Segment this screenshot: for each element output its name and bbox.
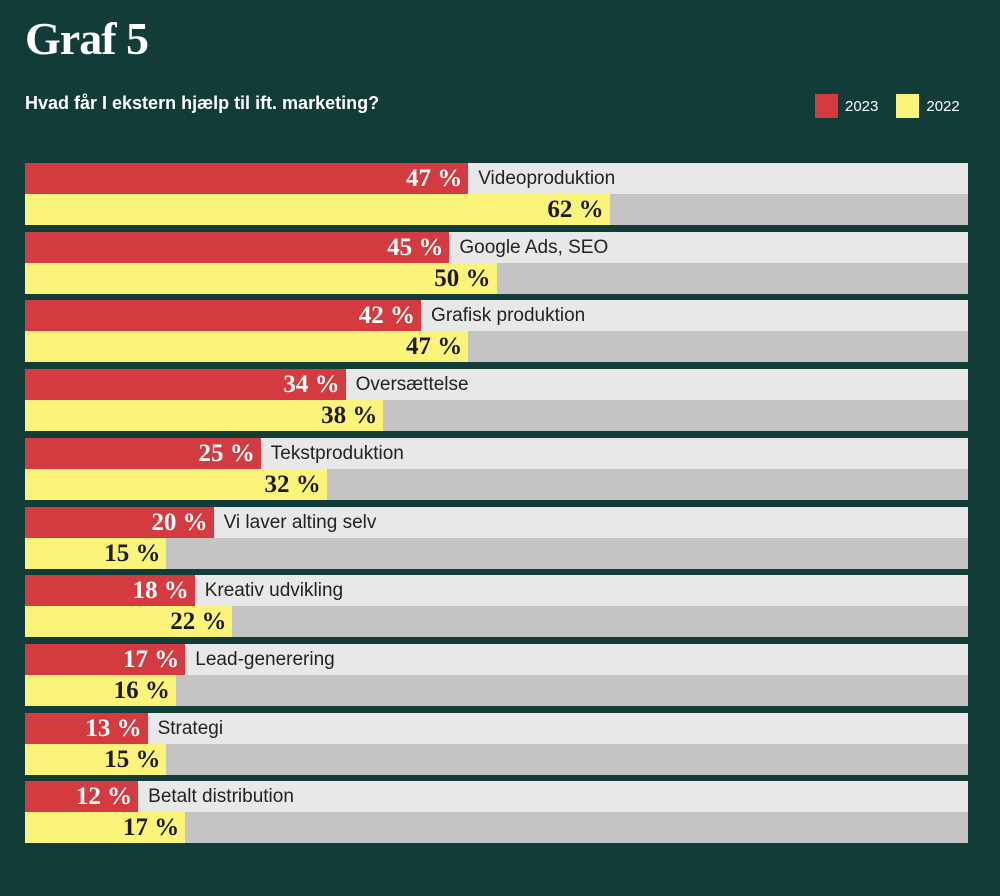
value-label-2022: 38 % (321, 402, 378, 430)
bar-group: 25 % Tekstproduktion 32 % (25, 437, 968, 500)
track-2023: 13 % Strategi (25, 712, 968, 744)
category-label: Google Ads, SEO (459, 236, 609, 258)
track-2022: 15 % (25, 537, 968, 569)
value-label-2023: 47 % (405, 165, 463, 192)
category-label: Vi laver alting selv (223, 511, 377, 533)
category-label: Videoproduktion (478, 168, 616, 189)
value-label-2023: 20 % (151, 508, 208, 536)
bar-2023: 18 % (25, 575, 195, 607)
category-label: Strategi (157, 717, 224, 739)
track-2022: 32 % (25, 468, 968, 500)
bar-2023: 42 % (25, 300, 422, 332)
value-label-2022: 15 % (104, 745, 161, 773)
value-label-2022: 15 % (104, 539, 161, 567)
value-label-2023: 25 % (198, 439, 255, 467)
track-2022: 38 % (25, 400, 968, 432)
bar-group: 34 % Oversættelse 38 % (25, 369, 968, 432)
category-label: Kreativ udvikling (204, 580, 344, 602)
value-label-2023: 12 % (75, 783, 133, 811)
track-2022: 62 % (25, 194, 968, 225)
category-label: Lead-generering (195, 648, 335, 670)
legend: 2023 2022 (815, 94, 960, 118)
chart-title: Graf 5 (25, 13, 149, 64)
track-2023: 17 % Lead-generering (25, 643, 968, 675)
bar-group: 42 % Grafisk produktion 47 % (25, 300, 968, 363)
value-label-2023: 13 % (85, 714, 142, 742)
bar-2022: 17 % (25, 812, 186, 844)
value-label-2022: 62 % (547, 196, 604, 223)
legend-label-2023: 2023 (845, 97, 879, 115)
track-2022: 17 % (25, 812, 968, 844)
category-label: Oversættelse (355, 374, 469, 396)
bar-2022: 38 % (25, 400, 384, 432)
bar-2023: 20 % (25, 506, 214, 538)
bar-group: 12 % Betalt distribution 17 % (25, 781, 968, 844)
value-label-2022: 17 % (123, 814, 180, 842)
bar-group: 47 % Videoproduktion 62 % (25, 163, 968, 225)
bar-group: 18 % Kreativ udvikling 22 % (25, 575, 968, 638)
value-label-2022: 16 % (113, 676, 170, 704)
track-2022: 22 % (25, 606, 968, 638)
value-label-2023: 34 % (283, 371, 340, 399)
value-label-2022: 50 % (434, 264, 491, 292)
bar-group: 13 % Strategi 15 % (25, 712, 968, 775)
legend-swatch-2023 (815, 94, 838, 118)
value-label-2023: 45 % (387, 233, 444, 261)
bar-2022: 22 % (25, 606, 233, 638)
legend-item-2023: 2023 (815, 94, 878, 118)
track-2023: 20 % Vi laver alting selv (25, 506, 968, 538)
track-2022: 15 % (25, 743, 968, 775)
track-2023: 12 % Betalt distribution (25, 781, 968, 813)
bar-group: 20 % Vi laver alting selv 15 % (25, 506, 968, 569)
bar-2023: 13 % (25, 712, 148, 744)
bar-group: 17 % Lead-generering 16 % (25, 643, 968, 706)
value-label-2022: 47 % (405, 333, 463, 361)
track-2022: 16 % (25, 674, 968, 706)
legend-label-2022: 2022 (926, 97, 960, 115)
bar-2022: 15 % (25, 537, 167, 569)
track-2023: 34 % Oversættelse (25, 369, 968, 401)
value-label-2023: 42 % (358, 302, 416, 330)
track-2023: 25 % Tekstproduktion (25, 437, 968, 469)
category-label: Betalt distribution (148, 786, 294, 808)
legend-item-2022: 2022 (896, 94, 960, 118)
bar-2022: 32 % (25, 468, 327, 500)
category-label: Tekstproduktion (270, 442, 404, 464)
track-2022: 47 % (25, 331, 968, 363)
track-2023: 18 % Kreativ udvikling (25, 575, 968, 607)
track-2023: 45 % Google Ads, SEO (25, 231, 968, 263)
track-2023: 42 % Grafisk produktion (25, 300, 968, 332)
bar-2022: 47 % (25, 331, 469, 363)
bar-2022: 62 % (25, 194, 610, 225)
track-2022: 50 % (25, 262, 968, 294)
bar-2022: 16 % (25, 674, 176, 706)
bar-2023: 12 % (25, 781, 139, 813)
bar-2022: 50 % (25, 262, 497, 294)
value-label-2023: 17 % (123, 645, 180, 673)
value-label-2022: 22 % (170, 608, 227, 636)
bar-chart: 47 % Videoproduktion 62 % 45 % Google Ads, S… (25, 0, 968, 896)
value-label-2022: 32 % (264, 470, 321, 498)
bar-2023: 17 % (25, 643, 186, 675)
bar-group: 45 % Google Ads, SEO 50 % (25, 231, 968, 294)
legend-swatch-2022 (896, 94, 920, 118)
track-2023: 47 % Videoproduktion (25, 163, 968, 194)
bar-2023: 34 % (25, 369, 346, 401)
bar-2023: 45 % (25, 231, 450, 263)
value-label-2023: 18 % (132, 577, 189, 605)
bar-2022: 15 % (25, 743, 167, 775)
category-label: Grafisk produktion (431, 305, 586, 327)
chart-subtitle: Hvad får I ekstern hjælp til ift. market… (25, 93, 380, 113)
bar-2023: 47 % (25, 163, 469, 194)
bar-2023: 25 % (25, 437, 261, 469)
